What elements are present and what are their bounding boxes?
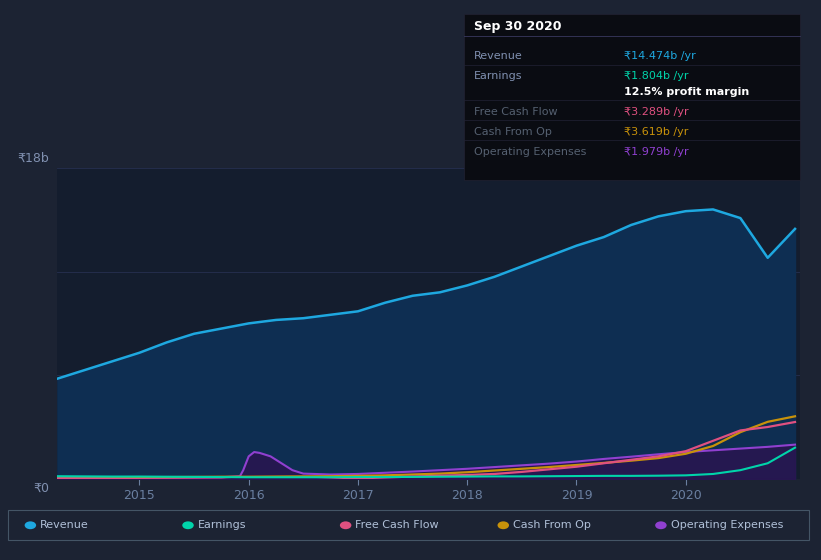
Text: Revenue: Revenue (40, 520, 89, 530)
Text: Sep 30 2020: Sep 30 2020 (474, 20, 562, 33)
Text: ₹3.619b /yr: ₹3.619b /yr (624, 127, 688, 137)
Text: Earnings: Earnings (474, 71, 522, 81)
Text: Cash From Op: Cash From Op (474, 127, 552, 137)
Text: Cash From Op: Cash From Op (513, 520, 591, 530)
Text: ₹0: ₹0 (34, 482, 49, 494)
Text: Operating Expenses: Operating Expenses (474, 147, 586, 157)
Text: Free Cash Flow: Free Cash Flow (355, 520, 439, 530)
Text: Free Cash Flow: Free Cash Flow (474, 106, 557, 116)
Text: ₹1.979b /yr: ₹1.979b /yr (624, 147, 689, 157)
Text: ₹1.804b /yr: ₹1.804b /yr (624, 71, 689, 81)
Text: Earnings: Earnings (198, 520, 246, 530)
Text: 12.5% profit margin: 12.5% profit margin (624, 87, 750, 97)
Text: ₹18b: ₹18b (17, 152, 49, 165)
Text: Revenue: Revenue (474, 52, 522, 62)
Text: Operating Expenses: Operating Expenses (671, 520, 783, 530)
Text: ₹14.474b /yr: ₹14.474b /yr (624, 52, 695, 62)
Text: ₹3.289b /yr: ₹3.289b /yr (624, 106, 689, 116)
